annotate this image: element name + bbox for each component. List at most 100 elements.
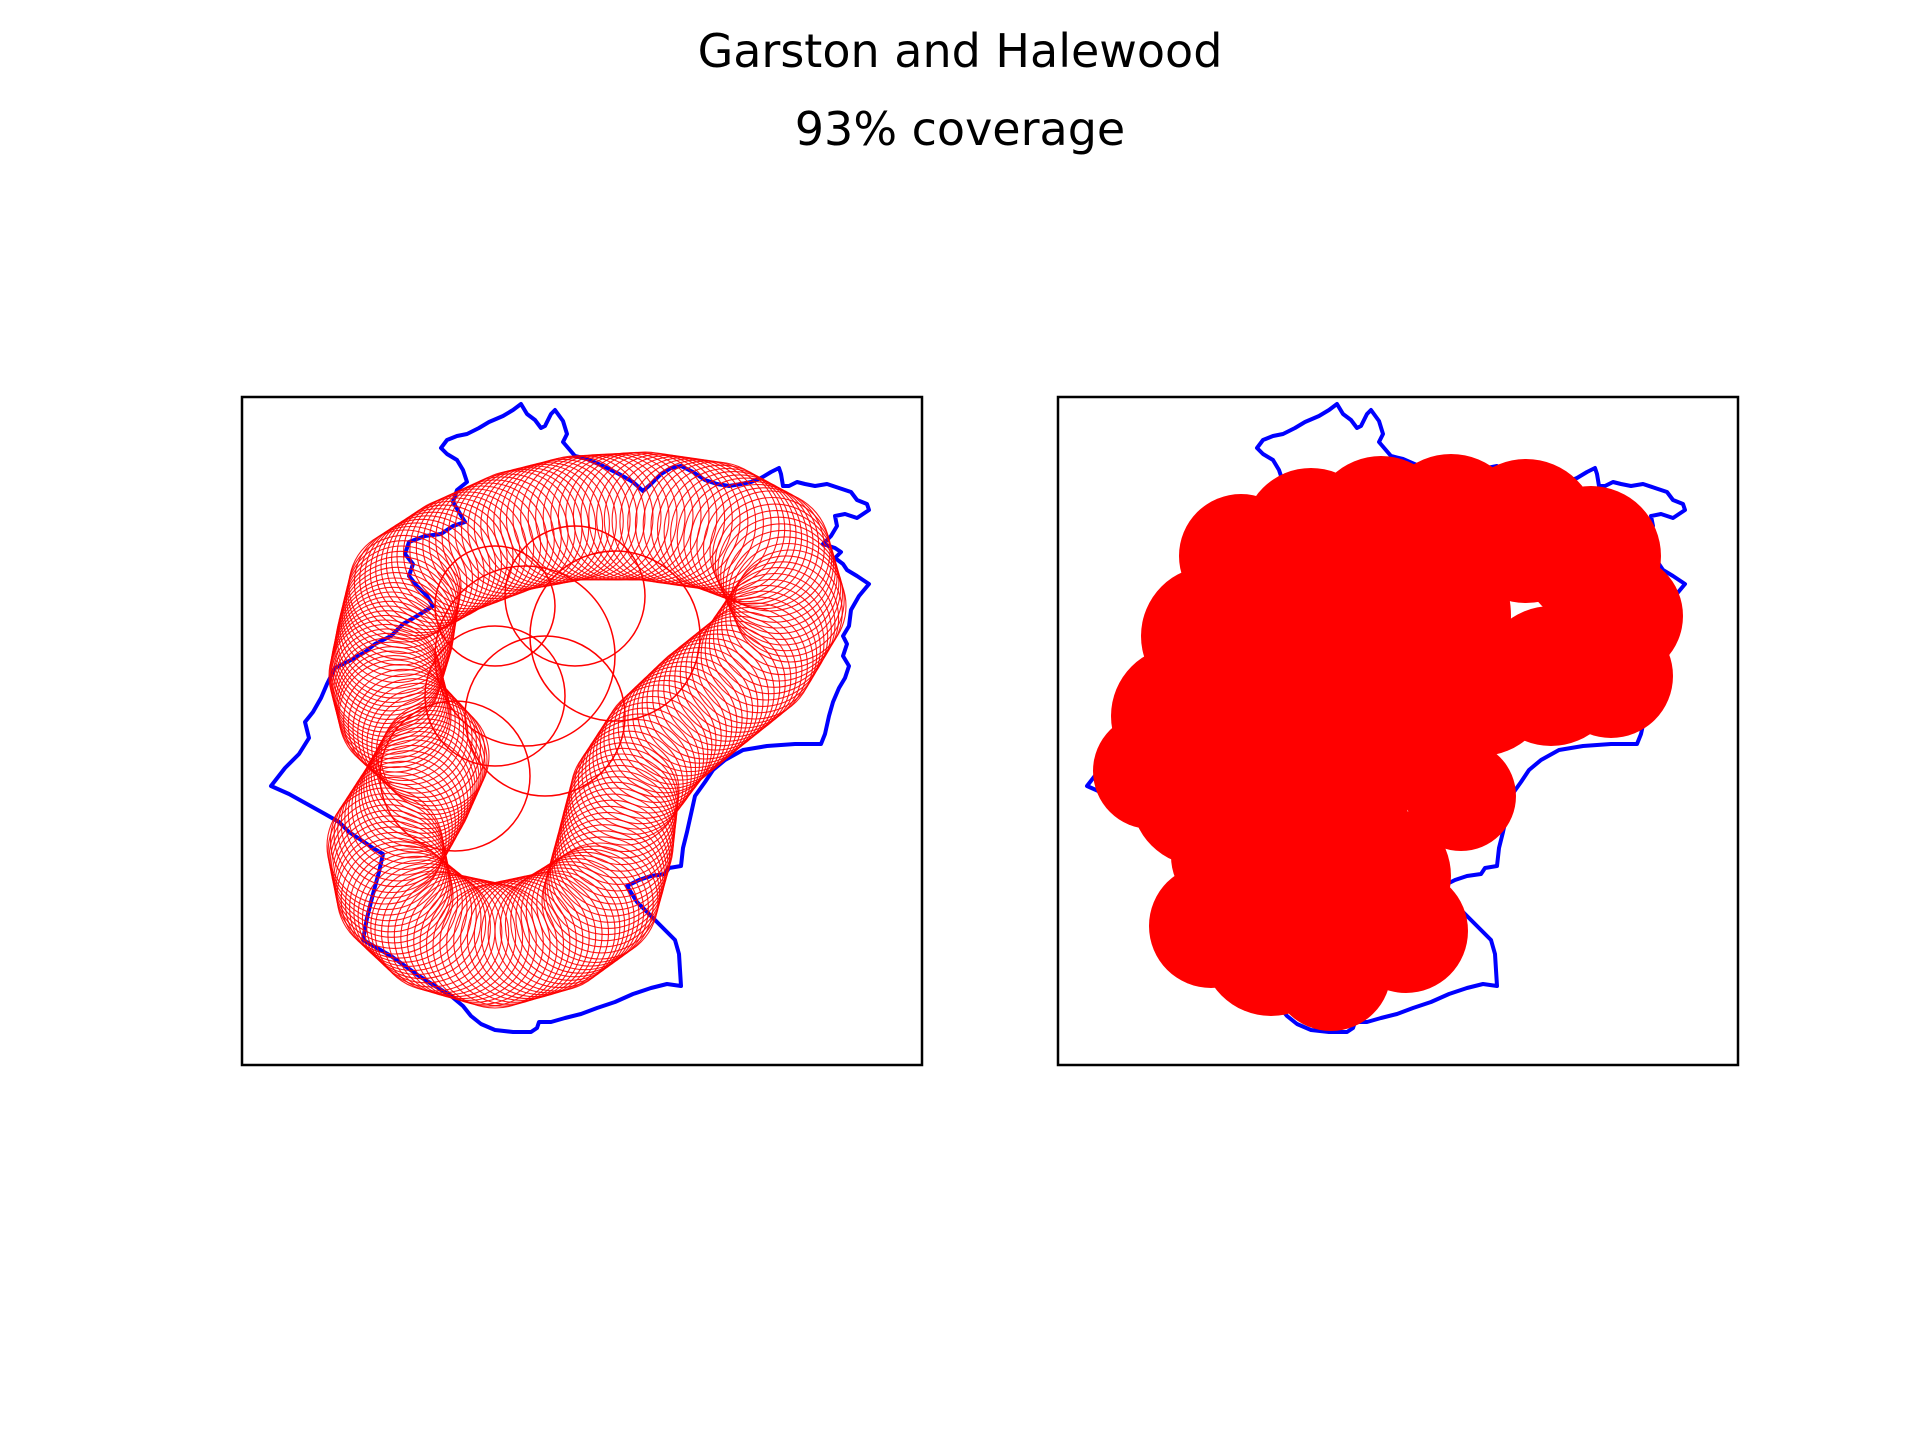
coverage-circle — [622, 665, 738, 781]
coverage-circle — [467, 467, 590, 590]
coverage-circle — [333, 776, 450, 894]
coverage-circle — [663, 467, 791, 596]
coverage-circle — [574, 730, 684, 841]
coverage-circle — [689, 480, 814, 605]
coverage-circle — [733, 549, 847, 663]
coverage-circle — [670, 471, 797, 598]
coverage-circle — [380, 508, 497, 624]
coverage-circle — [728, 536, 844, 652]
coverage-circle — [360, 735, 474, 848]
coverage-circle — [567, 747, 679, 859]
coverage-circle — [546, 824, 664, 942]
interior-circles — [379, 525, 701, 852]
coverage-circle — [333, 591, 450, 708]
figure-title: Garston and Halewood — [697, 24, 1223, 78]
coverage-circles-panel — [240, 395, 924, 1067]
coverage-circle — [531, 848, 649, 967]
coverage-circle — [357, 855, 477, 976]
figure-subtitle: 93% coverage — [794, 102, 1126, 156]
coverage-circle — [366, 687, 477, 798]
coverage-circle — [683, 477, 808, 603]
coverage-circle — [396, 497, 514, 615]
coverage-circle — [473, 465, 597, 588]
coverage-circle — [439, 881, 565, 1007]
coverage-circles — [326, 451, 847, 1009]
coverage-circle — [504, 864, 626, 985]
coverage-circle — [588, 707, 701, 819]
coverage-circle — [435, 479, 555, 600]
coverage-circle — [544, 830, 662, 948]
coverage-circle — [608, 679, 722, 794]
coverage-circle — [577, 724, 688, 835]
coverage-circle — [486, 462, 610, 586]
coverage-circle — [685, 611, 803, 729]
coverage-circle — [361, 682, 473, 794]
coverage-circle — [561, 770, 676, 885]
coverage-circle — [369, 515, 485, 631]
coverage-circle — [520, 854, 640, 974]
coverage-circle — [725, 529, 842, 646]
coverage-circle — [380, 871, 503, 994]
coverage-circle — [725, 561, 840, 676]
coverage-circle — [415, 488, 535, 607]
coverage-circle — [329, 804, 447, 922]
coverage-circle — [668, 624, 786, 742]
coverage-circle — [359, 522, 474, 637]
coverage-circle — [721, 567, 836, 682]
coverage-circle — [646, 642, 764, 760]
coverage-circle — [541, 842, 659, 960]
coverage-circle — [690, 606, 808, 724]
coverage-circle — [348, 529, 462, 643]
coverage-circle — [334, 586, 451, 704]
coverage-circle — [334, 641, 448, 755]
right-map — [1085, 402, 1687, 1034]
coverage-circle — [674, 620, 792, 738]
coverage-circle — [480, 463, 604, 587]
coverage-circle — [353, 852, 473, 972]
coverage-circle — [409, 491, 528, 610]
left-map — [269, 402, 871, 1034]
coverage-circle — [345, 540, 460, 655]
coverage-circle — [663, 629, 781, 747]
coverage-circle — [368, 722, 480, 834]
coverage-circle — [422, 485, 542, 605]
coverage-circle — [599, 690, 713, 803]
coverage-circle — [676, 474, 803, 600]
coverage-circle — [627, 661, 743, 777]
coverage-circle — [493, 460, 617, 585]
coverage-circle — [331, 600, 447, 716]
coverage-circle — [562, 764, 677, 879]
coverage-union-fill — [1093, 454, 1683, 1031]
coverage-circle — [332, 596, 449, 712]
coverage-filled-panel — [1056, 395, 1740, 1067]
coverage-circle — [722, 523, 840, 640]
coverage-circle — [353, 525, 468, 640]
coverage-circle — [357, 678, 469, 790]
coverage-circle — [700, 596, 818, 714]
coverage-circle — [585, 713, 697, 825]
coverage-circle — [568, 742, 679, 853]
coverage-circle — [679, 615, 797, 733]
coverage-circle — [364, 518, 479, 634]
coverage-circle — [365, 863, 487, 984]
coverage-circle — [331, 605, 446, 720]
coverage-circle — [657, 633, 775, 751]
coverage-circle — [460, 877, 584, 1001]
coverage-circle — [326, 787, 444, 905]
coverage-circle — [696, 483, 820, 607]
coverage-circle — [729, 555, 843, 669]
coverage-circle — [712, 578, 829, 695]
coverage-circle — [453, 879, 577, 1003]
coverage-circle — [650, 461, 780, 591]
coverage-circle — [332, 637, 446, 751]
coverage-circle — [349, 848, 468, 967]
coverage-circle — [446, 880, 571, 1005]
coverage-circle — [543, 836, 661, 954]
coverage-circle — [581, 719, 692, 830]
coverage-circle — [596, 695, 709, 809]
coverage-circle — [330, 610, 445, 725]
coverage-circle — [365, 726, 478, 839]
coverage-circle — [510, 861, 630, 981]
coverage-circle — [656, 464, 786, 593]
